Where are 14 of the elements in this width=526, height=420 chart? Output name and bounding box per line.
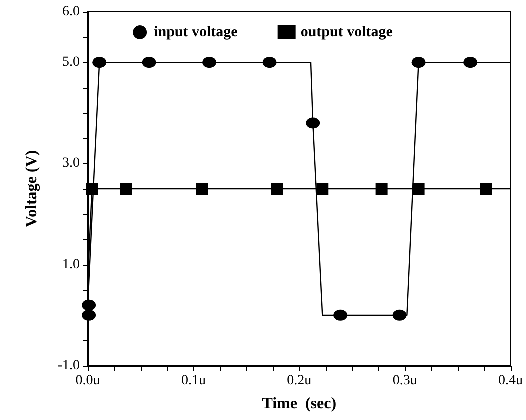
x-tick-label: 0.3u [392, 374, 418, 388]
x-tick-label: 0.0u [76, 374, 100, 388]
x-tick-label: 0.4u [498, 374, 523, 388]
y-tick-label: 6.0 [62, 4, 80, 20]
y-tick-label: 5.0 [62, 55, 80, 70]
legend-label: input voltage [154, 24, 238, 40]
legend-label: output voltage [300, 24, 394, 40]
y-tick-label: 1.0 [62, 257, 80, 272]
x-tick-label: 0.2u [287, 374, 312, 388]
x-axis-title: Time (sec) [262, 396, 337, 412]
y-tick-label: 3.0 [62, 156, 80, 172]
x-tick-label: 0.1u [181, 374, 206, 388]
y-tick-label: -1.0 [58, 358, 80, 374]
y-axis-title: Voltage (V) [24, 150, 40, 228]
